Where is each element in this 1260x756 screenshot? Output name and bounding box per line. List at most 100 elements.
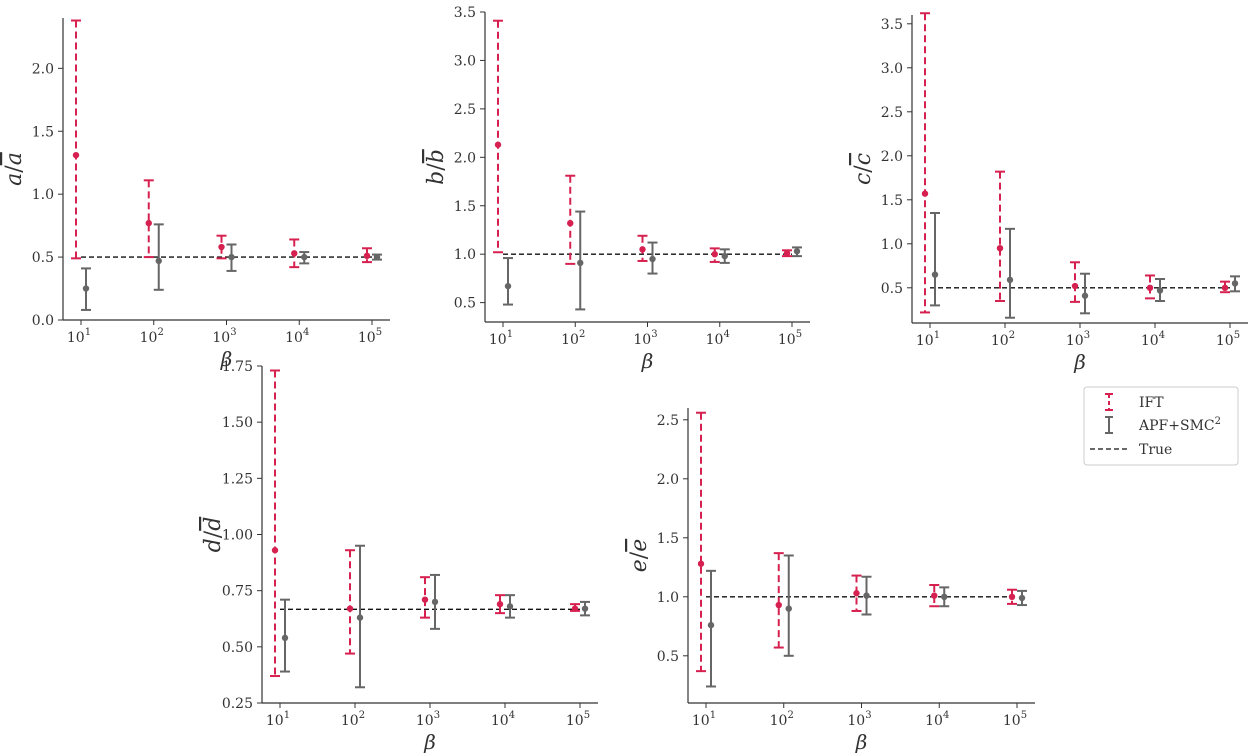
y-tick-label: 1.0 (881, 237, 903, 253)
y-tick-label: 1.0 (454, 247, 476, 263)
x-axis-label: β (1073, 350, 1086, 374)
panel-e: 0.5 1.0 1.5 2.0 2.5 101 102 103 104 105 β e/e (627, 408, 1035, 754)
ift-point (1221, 284, 1229, 291)
ift-point (1008, 593, 1016, 600)
x-tick-label: 101 (489, 329, 513, 348)
x-tick-label: 105 (566, 710, 590, 729)
x-tick-label: 102 (770, 710, 794, 729)
y-tick-label: 0.5 (657, 649, 679, 665)
ift-point (639, 246, 646, 253)
y-tick-label: 3.0 (454, 53, 476, 69)
apf-point (931, 271, 939, 278)
y-tick-label: 0.0 (32, 313, 54, 329)
legend: IFT APF+SMC2 True (1083, 386, 1239, 466)
apf-point (301, 253, 308, 261)
panel-b: 0.5 1.0 1.5 2.0 2.5 3.0 3.5 101 102 103 104 105 β b/b (424, 5, 810, 373)
x-tick-label: 105 (1003, 710, 1027, 729)
ift-point (346, 605, 354, 612)
x-tick-label: 101 (692, 710, 716, 729)
x-tick-label: 103 (847, 710, 871, 729)
ift-point (421, 596, 429, 603)
ift-point (218, 243, 225, 251)
ift-point (571, 605, 579, 612)
y-tick-label: 2.0 (32, 61, 54, 77)
y-tick-label: 0.75 (222, 584, 253, 600)
y-tick-label: 2.5 (657, 413, 679, 429)
y-tick-label: 0.25 (222, 696, 253, 712)
ift-point (494, 141, 502, 148)
ift-point (783, 250, 791, 257)
x-tick-label: 103 (212, 327, 236, 346)
panel-d: 0.25 0.50 0.75 1.00 1.25 1.50 1.75 101 102 103 104… (201, 359, 598, 754)
x-tick-label: 104 (925, 710, 949, 729)
x-axis-label: β (423, 730, 436, 754)
y-tick-label: 1.50 (222, 415, 253, 431)
ift-point (921, 190, 929, 197)
x-tick-label: 102 (341, 710, 365, 729)
y-tick-label: 2.0 (454, 150, 476, 166)
x-tick-label: 104 (285, 327, 309, 346)
x-tick-label: 101 (67, 327, 91, 346)
apf-point (649, 255, 656, 263)
apf-point (228, 253, 235, 261)
apf-point (1006, 276, 1014, 284)
x-tick-label: 103 (416, 710, 440, 729)
apf-point (793, 248, 801, 255)
x-tick-label: 105 (1216, 330, 1240, 349)
x-tick-label: 102 (140, 327, 164, 346)
y-axis-label: b/b (424, 149, 449, 185)
ift-point (697, 560, 705, 567)
y-tick-label: 3.0 (881, 61, 903, 77)
legend-label: IFT (1139, 395, 1164, 411)
ift-point (1146, 284, 1154, 291)
ift-point (363, 252, 371, 260)
apf-point (82, 285, 90, 292)
y-tick-label: 1.75 (222, 359, 253, 375)
y-tick-label: 1.0 (657, 590, 679, 606)
panel-a: 0.0 0.5 1.0 1.5 2.0 101 102 103 104 105 β a/a (2, 18, 390, 371)
apf-point (155, 257, 162, 265)
x-tick-label: 101 (266, 710, 290, 729)
ift-point (711, 250, 718, 258)
apf-point (785, 605, 792, 612)
x-tick-label: 104 (706, 329, 730, 348)
ift-point (567, 219, 574, 227)
apf-point (941, 593, 948, 600)
y-axis-label: c/c (851, 153, 876, 185)
apf-point (373, 253, 381, 261)
apf-point (1081, 292, 1089, 299)
y-axis-label: e/e (627, 539, 652, 572)
legend-label: APF+SMC2 (1138, 416, 1221, 434)
x-tick-label: 104 (491, 710, 515, 729)
y-tick-label: 3.5 (454, 5, 476, 21)
y-tick-label: 1.5 (881, 193, 903, 209)
y-tick-label: 0.5 (32, 250, 54, 266)
apf-point (506, 603, 514, 610)
x-tick-label: 102 (561, 329, 585, 348)
ift-point (271, 547, 279, 554)
apf-point (356, 614, 364, 621)
x-tick-label: 104 (1141, 330, 1165, 349)
apf-point (1018, 594, 1026, 602)
x-tick-label: 105 (358, 327, 382, 346)
apf-point (431, 598, 439, 606)
ift-point (853, 590, 860, 597)
y-tick-label: 1.25 (222, 471, 253, 487)
y-tick-label: 2.5 (881, 105, 903, 121)
y-tick-label: 0.5 (881, 281, 903, 297)
x-tick-label: 101 (916, 330, 940, 349)
y-axis-label: a/a (2, 152, 27, 186)
apf-point (707, 621, 715, 629)
ift-point (496, 600, 504, 608)
y-tick-label: 1.5 (657, 531, 679, 547)
apf-point (581, 605, 589, 612)
panel-c: 0.5 1.0 1.5 2.0 2.5 3.0 3.5 101 102 103 104 105 β c/c (851, 12, 1248, 374)
x-axis-label: β (641, 349, 654, 373)
apf-point (1156, 287, 1164, 294)
ift-point (1071, 282, 1079, 290)
y-tick-label: 1.0 (32, 187, 54, 203)
legend-label: True (1139, 442, 1172, 458)
ift-point (775, 601, 782, 609)
ift-point (72, 151, 80, 159)
